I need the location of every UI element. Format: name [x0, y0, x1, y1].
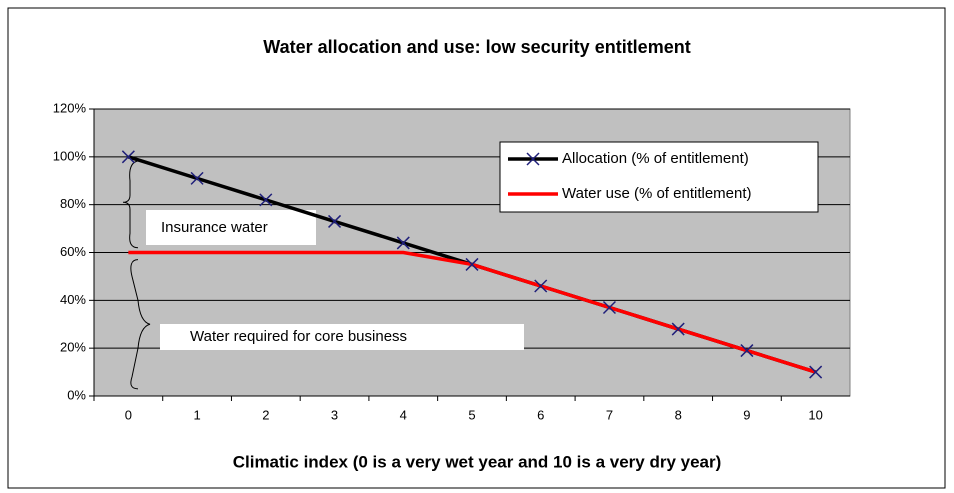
chart-title: Water allocation and use: low security e…: [263, 37, 690, 57]
y-tick-label: 60%: [60, 244, 86, 259]
annotation: Insurance water: [161, 219, 268, 236]
x-tick-label: 0: [125, 407, 132, 422]
brace: [122, 160, 139, 249]
x-tick-label: 4: [400, 407, 407, 422]
marker: [465, 257, 479, 271]
legend-marker: [526, 152, 540, 166]
x-axis-label: Climatic index (0 is a very wet year and…: [233, 452, 722, 471]
y-tick-label: 100%: [53, 148, 87, 163]
y-tick-label: 120%: [53, 100, 87, 115]
x-tick-label: 5: [468, 407, 475, 422]
marker: [671, 322, 685, 336]
legend-label: Allocation (% of entitlement): [562, 150, 749, 167]
marker: [534, 279, 548, 293]
annotation-box: [146, 210, 316, 245]
legend-label: Water use (% of entitlement): [562, 185, 752, 202]
legend: [499, 141, 819, 213]
x-tick-label: 3: [331, 407, 338, 422]
marker: [809, 365, 823, 379]
x-tick-label: 2: [262, 407, 269, 422]
marker: [190, 171, 204, 185]
marker: [602, 300, 616, 315]
marker: [121, 150, 135, 164]
marker: [396, 236, 410, 250]
brace: [130, 259, 151, 390]
annotation-box: [160, 324, 524, 350]
x-tick-label: 6: [537, 407, 544, 422]
y-tick-label: 40%: [60, 292, 86, 307]
y-tick-label: 0%: [67, 387, 86, 402]
x-tick-label: 7: [606, 407, 613, 422]
x-tick-label: 1: [193, 407, 200, 422]
x-tick-label: 9: [743, 407, 750, 422]
x-tick-label: 10: [808, 407, 822, 422]
marker: [328, 214, 342, 228]
y-tick-label: 80%: [60, 196, 86, 211]
x-tick-label: 8: [675, 407, 682, 422]
annotation: Water required for core business: [190, 328, 407, 345]
marker: [740, 344, 754, 358]
marker: [259, 193, 273, 207]
y-tick-label: 20%: [60, 340, 86, 355]
